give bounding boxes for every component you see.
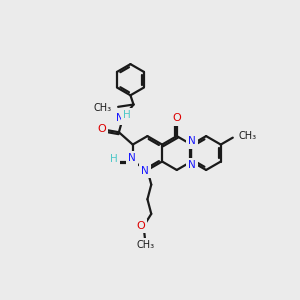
Text: N: N xyxy=(128,153,136,164)
Text: H: H xyxy=(124,110,131,120)
Text: H: H xyxy=(110,154,118,164)
Text: O: O xyxy=(136,221,145,231)
Text: N: N xyxy=(141,166,149,176)
Text: N: N xyxy=(116,112,124,123)
Text: CH₃: CH₃ xyxy=(136,240,154,250)
Text: CH₃: CH₃ xyxy=(94,103,112,112)
Text: CH₃: CH₃ xyxy=(238,131,256,141)
Text: N: N xyxy=(188,136,196,146)
Text: N: N xyxy=(188,160,196,170)
Text: O: O xyxy=(98,124,106,134)
Text: O: O xyxy=(172,113,181,123)
